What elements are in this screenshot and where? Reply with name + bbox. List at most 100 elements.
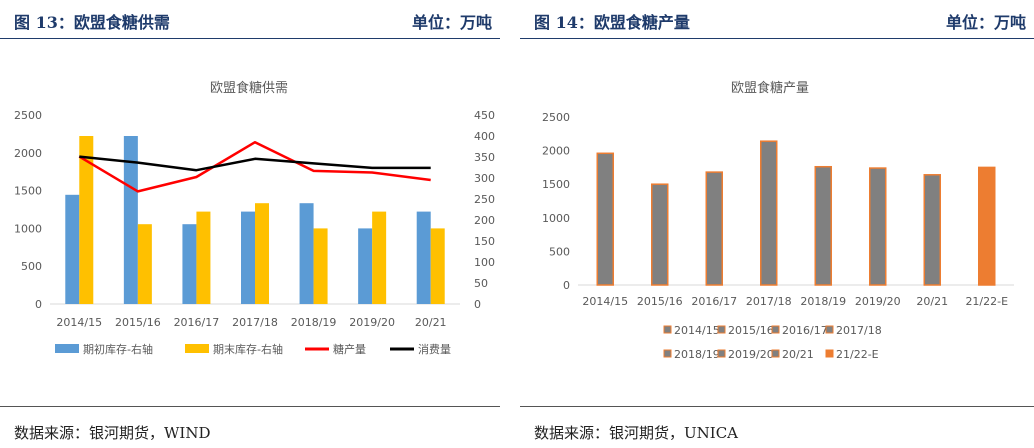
x-tick-label: 2017/18 [232,316,278,329]
figure-title: 图 14：欧盟食糖产量 [534,13,690,32]
legend-label: 糖产量 [333,342,366,356]
production-consumption-lines [78,140,431,193]
y-tick-label: 0 [35,298,42,311]
legend-label: 20/21 [782,348,814,361]
x-axis-ticks: 2014/15 2015/16 2016/17 2017/18 2018/19 2019/… [582,295,1008,308]
legend-swatch [771,349,780,358]
y-tick-label: 1000 [542,212,570,225]
y-tick-label: 500 [21,260,42,273]
x-tick-label: 2014/15 [582,295,628,308]
bar-closing-stock [430,228,445,304]
bar-opening-stock [182,224,197,304]
x-tick-label: 2016/17 [691,295,737,308]
bar-closing-stock [137,224,152,304]
legend-swatch [185,344,209,353]
right-axis-ticks: 0 50 100 150 200 250 300 350 400 450 [474,109,495,311]
legend-label: 期初库存-右轴 [83,342,153,356]
legend-label: 2018/19 [674,348,720,361]
y-tick-label: 500 [549,245,570,258]
bar-closing-stock [196,211,211,304]
bar-closing-stock [372,211,387,304]
y-tick-label: 0 [563,279,570,292]
x-tick-label: 20/21 [415,316,447,329]
y-tick-label: 2500 [542,111,570,124]
bar-closing-stock [79,136,94,304]
y-tick-label: 1500 [14,185,42,198]
chart-legend: 期初库存-右轴 期末库存-右轴 糖产量 消费量 [55,342,451,356]
figure-header: 图 13：欧盟食糖供需 单位：万吨 [0,0,500,39]
production-bar [705,171,723,286]
production-bar [651,183,669,286]
y-tick-label: 2000 [542,145,570,158]
x-tick-label: 2016/17 [174,316,220,329]
legend-swatch [771,325,780,334]
legend-label: 消费量 [418,342,451,356]
production-bars [596,140,996,286]
y-tick-label: 2000 [14,147,42,160]
figure-unit: 单位：万吨 [945,13,1026,32]
eu-sugar-supply-demand-chart: 欧盟食糖供需 0 500 1000 1500 2000 2500 0 50 100 150 200… [14,80,495,356]
consumption-line [79,155,431,172]
bar-opening-stock [241,211,255,304]
production-bar [760,140,778,286]
left-axis-ticks: 0 500 1000 1500 2000 2500 [14,109,42,311]
bar-opening-stock [65,194,80,304]
y2-tick-label: 450 [474,109,495,122]
y-tick-label: 2500 [14,109,42,122]
sugar-production-line [78,140,431,193]
figure-unit: 单位：万吨 [411,13,492,32]
footer-divider [520,406,1034,407]
legend-swatch [663,349,672,358]
chart-legend: 2014/15 2015/16 2016/17 2017/18 2018/19 2019/… [663,324,882,361]
y2-tick-label: 350 [474,151,495,164]
x-tick-label: 2018/19 [291,316,337,329]
production-bar [978,166,996,286]
legend-label: 2014/15 [674,324,720,337]
production-bar [869,167,887,286]
chart-title: 欧盟食糖供需 [210,80,288,96]
y-tick-label: 1000 [14,222,42,235]
figure-header: 图 14：欧盟食糖产量 单位：万吨 [520,0,1034,39]
legend-swatch [717,325,726,334]
legend-swatch [717,349,726,358]
y2-tick-label: 250 [474,193,495,206]
chart-title: 欧盟食糖产量 [731,80,809,96]
figure-14-panel: 图 14：欧盟食糖产量 单位：万吨 欧盟食糖产量 0 500 1000 1500 200… [520,0,1034,448]
y2-tick-label: 200 [474,214,495,227]
x-tick-label: 2014/15 [56,316,102,329]
x-axis-ticks: 2014/15 2015/16 2016/17 2017/18 2018/19 2019/… [56,316,446,329]
y2-tick-label: 50 [474,277,488,290]
bar-opening-stock [123,136,138,304]
legend-label: 21/22-E [836,348,879,361]
x-tick-label: 2015/16 [637,295,683,308]
x-tick-label: 2019/20 [855,295,901,308]
legend-label: 2019/20 [728,348,774,361]
x-tick-label: 2015/16 [115,316,161,329]
y-tick-label: 1500 [542,178,570,191]
production-bar [814,165,832,286]
legend-label: 2017/18 [836,324,882,337]
figure-13-panel: 图 13：欧盟食糖供需 单位：万吨 欧盟食糖供需 0 500 1000 1500 200… [0,0,500,448]
x-tick-label: 21/22-E [965,295,1008,308]
legend-swatch [825,349,834,358]
bar-closing-stock [313,228,328,304]
legend-swatch [663,325,672,334]
bar-opening-stock [416,211,431,304]
y-axis-ticks: 0 500 1000 1500 2000 2500 [542,111,570,292]
data-source: 数据来源：银河期货，UNICA [534,424,739,442]
inventory-bars [65,136,445,304]
bar-closing-stock [255,203,269,304]
production-bar [923,174,941,286]
production-bar [596,152,614,286]
x-tick-label: 2019/20 [349,316,395,329]
y2-tick-label: 400 [474,130,495,143]
legend-label: 期末库存-右轴 [213,342,283,356]
footer-divider [0,406,500,407]
data-source: 数据来源：银河期货，WIND [14,424,211,442]
legend-swatch [825,325,834,334]
bar-opening-stock [299,203,314,304]
x-tick-label: 20/21 [916,295,948,308]
figure-title: 图 13：欧盟食糖供需 [14,13,170,32]
bar-opening-stock [358,228,373,304]
y2-tick-label: 0 [474,298,481,311]
